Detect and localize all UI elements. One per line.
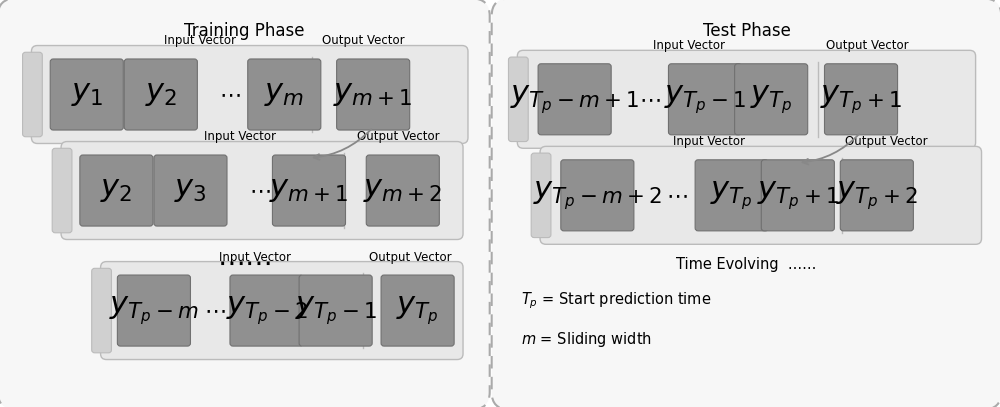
FancyBboxPatch shape (0, 0, 490, 407)
FancyBboxPatch shape (561, 160, 634, 231)
FancyBboxPatch shape (61, 142, 463, 239)
Text: $\cdots$: $\cdots$ (639, 89, 661, 109)
FancyBboxPatch shape (381, 275, 454, 346)
Text: Input Vector: Input Vector (164, 35, 236, 48)
FancyBboxPatch shape (272, 155, 346, 226)
FancyBboxPatch shape (508, 57, 528, 142)
Text: $y_{\mathit{1}}$: $y_{\mathit{1}}$ (71, 81, 103, 108)
FancyBboxPatch shape (101, 262, 463, 359)
Text: $\cdots\cdots$: $\cdots\cdots$ (217, 249, 271, 276)
FancyBboxPatch shape (92, 268, 111, 353)
Text: $y_{T_p}$: $y_{T_p}$ (750, 83, 793, 116)
FancyBboxPatch shape (52, 148, 72, 233)
Text: $m$ = Sliding width: $m$ = Sliding width (521, 330, 652, 349)
FancyBboxPatch shape (154, 155, 227, 226)
Text: $\cdots$: $\cdots$ (666, 185, 688, 206)
Text: $y_{\mathit{2}}$: $y_{\mathit{2}}$ (100, 177, 133, 204)
Text: $y_{T_p-m+1}$: $y_{T_p-m+1}$ (510, 83, 639, 116)
FancyBboxPatch shape (517, 50, 976, 148)
Text: Input Vector: Input Vector (204, 131, 276, 144)
Text: $y_{\mathit{2}}$: $y_{\mathit{2}}$ (145, 81, 177, 108)
FancyBboxPatch shape (31, 46, 468, 144)
Text: Input Vector: Input Vector (673, 135, 745, 148)
Text: $y_{T_p+1}$: $y_{T_p+1}$ (820, 83, 902, 116)
FancyBboxPatch shape (735, 64, 808, 135)
Text: $y_{T_p+2}$: $y_{T_p+2}$ (836, 179, 918, 212)
FancyBboxPatch shape (538, 64, 611, 135)
FancyBboxPatch shape (230, 275, 303, 346)
FancyBboxPatch shape (23, 52, 42, 137)
Text: Output Vector: Output Vector (845, 135, 928, 148)
Text: $\cdots$: $\cdots$ (204, 300, 226, 321)
Text: Output Vector: Output Vector (369, 251, 452, 263)
Text: $y_{T_p}$: $y_{T_p}$ (710, 179, 753, 212)
Text: $y_{T_p+1}$: $y_{T_p+1}$ (757, 179, 839, 212)
FancyBboxPatch shape (80, 155, 153, 226)
Text: Test Phase: Test Phase (703, 22, 790, 39)
FancyBboxPatch shape (492, 0, 1000, 407)
Text: $y_{T_p-m}$: $y_{T_p-m}$ (109, 294, 199, 327)
FancyBboxPatch shape (299, 275, 372, 346)
FancyBboxPatch shape (248, 59, 321, 130)
FancyBboxPatch shape (540, 147, 982, 244)
FancyBboxPatch shape (50, 59, 123, 130)
Text: $y_{T_p-2}$: $y_{T_p-2}$ (226, 294, 307, 327)
Text: Input Vector: Input Vector (653, 39, 725, 52)
Text: $y_{T_p-1}$: $y_{T_p-1}$ (295, 294, 377, 327)
Text: $\cdots$: $\cdots$ (249, 181, 270, 201)
Text: $y_{T_p}$: $y_{T_p}$ (396, 294, 439, 327)
Text: $y_{\mathit{3}}$: $y_{\mathit{3}}$ (174, 177, 207, 204)
Text: $y_{\mathit{m+1}}$: $y_{\mathit{m+1}}$ (333, 81, 413, 108)
FancyBboxPatch shape (117, 275, 190, 346)
Text: $\cdots$: $\cdots$ (219, 85, 241, 105)
Text: Output Vector: Output Vector (357, 131, 439, 144)
FancyBboxPatch shape (695, 160, 768, 231)
FancyBboxPatch shape (824, 64, 898, 135)
Text: Output Vector: Output Vector (322, 35, 405, 48)
Text: Input Vector: Input Vector (219, 251, 291, 263)
FancyBboxPatch shape (531, 153, 551, 238)
Text: $y_{T_p-1}$: $y_{T_p-1}$ (664, 83, 746, 116)
FancyBboxPatch shape (124, 59, 197, 130)
FancyBboxPatch shape (761, 160, 834, 231)
Text: $y_{\mathit{m+1}}$: $y_{\mathit{m+1}}$ (269, 177, 349, 204)
Text: $y_{\mathit{m+2}}$: $y_{\mathit{m+2}}$ (363, 177, 442, 204)
Text: Time Evolving  ......: Time Evolving ...... (676, 257, 817, 272)
Text: $T_p$ = Start prediction time: $T_p$ = Start prediction time (521, 291, 712, 311)
Text: $y_{\mathit{m}}$: $y_{\mathit{m}}$ (264, 81, 304, 108)
Text: $y_{T_p-m+2}$: $y_{T_p-m+2}$ (533, 179, 662, 212)
FancyBboxPatch shape (668, 64, 742, 135)
FancyBboxPatch shape (840, 160, 913, 231)
Text: Training Phase: Training Phase (184, 22, 304, 39)
FancyBboxPatch shape (366, 155, 439, 226)
Text: Output Vector: Output Vector (826, 39, 908, 52)
FancyBboxPatch shape (337, 59, 410, 130)
